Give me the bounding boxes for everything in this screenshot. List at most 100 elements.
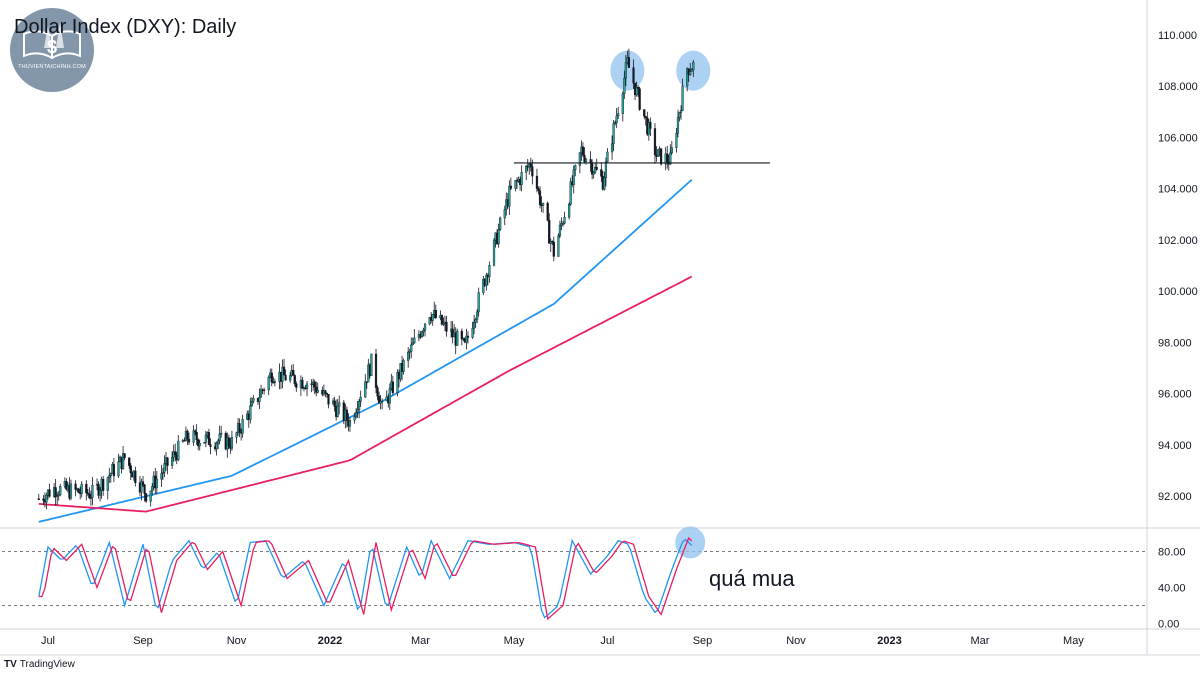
candle-down (537, 188, 540, 191)
candle-up (80, 483, 83, 494)
candle-up (69, 483, 73, 499)
candle-up (56, 495, 59, 498)
oscillator-tick-label: 80.00 (1158, 547, 1186, 559)
logo-text: THUVIENTAICHINH.COM (18, 64, 86, 70)
price-tick-label: 104.000 (1158, 184, 1198, 196)
candle-down (315, 386, 318, 393)
candle-up (456, 330, 459, 346)
candle-down (529, 163, 532, 167)
candle-up (558, 224, 562, 237)
candle-down (284, 374, 287, 381)
candle-up (358, 400, 361, 410)
candle-down (227, 437, 230, 447)
candle-up (235, 432, 238, 438)
candle-up (305, 383, 309, 390)
candle-up (98, 490, 102, 496)
candle-down (37, 498, 40, 500)
candle-down (324, 390, 327, 394)
candle-up (473, 322, 476, 329)
candle-down (97, 483, 100, 496)
price-tick-label: 100.000 (1158, 286, 1198, 298)
tradingview-logo-icon: TV (4, 659, 17, 670)
tradingview-label: TradingView (19, 659, 75, 670)
candle-down (166, 457, 169, 466)
candle-down (649, 122, 652, 129)
candle-up (267, 377, 270, 391)
candle-down (293, 375, 296, 384)
candle-down (86, 492, 89, 495)
candle-up (465, 335, 468, 343)
candle-down (546, 202, 549, 221)
candle-up (612, 123, 615, 145)
candle-down (583, 154, 586, 162)
candle-down (141, 481, 145, 485)
candle-up (656, 149, 660, 157)
candle-down (581, 146, 585, 156)
candle-up (525, 165, 528, 173)
candle-up (624, 62, 627, 79)
candle-up (259, 389, 263, 398)
candle-down (644, 116, 647, 118)
candle-down (174, 451, 177, 456)
candle-up (572, 169, 575, 185)
candle-down (660, 148, 663, 165)
candle-up (230, 436, 234, 449)
candle-down (666, 153, 669, 163)
candle-up (476, 311, 479, 320)
candle-up (249, 405, 252, 420)
oscillator-d-line (38, 536, 693, 621)
candle-up (241, 419, 244, 434)
time-tick-label: May (1063, 635, 1084, 647)
candle-up (561, 223, 565, 225)
candle-down (531, 166, 534, 177)
candle-up (348, 420, 352, 427)
candle-down (548, 220, 551, 244)
candle-down (74, 483, 77, 490)
candle-up (250, 401, 253, 407)
candle-up (431, 314, 434, 321)
candle-down (207, 432, 211, 445)
candle-up (140, 481, 143, 493)
price-tick-label: 108.000 (1158, 81, 1198, 93)
candle-down (345, 409, 348, 421)
candle-up (370, 353, 373, 376)
candle-down (538, 190, 542, 205)
book-icon: $ (23, 22, 81, 60)
candle-down (535, 175, 539, 189)
candle-down (637, 87, 640, 89)
candle-down (552, 241, 555, 257)
candle-up (204, 434, 207, 443)
candle-up (520, 172, 523, 185)
candle-up (356, 409, 359, 413)
candle-down (434, 310, 437, 319)
candle-up (413, 337, 416, 344)
candle-down (292, 370, 295, 376)
candle-up (273, 381, 276, 383)
candle-up (428, 317, 431, 325)
candle-down (42, 498, 45, 501)
candle-up (109, 473, 112, 476)
candle-up (557, 235, 560, 257)
overbought-highlight-circle (675, 526, 706, 559)
oscillator-k-line (38, 538, 693, 619)
candle-down (197, 439, 200, 447)
candle-up (471, 328, 474, 338)
candle-down (123, 453, 126, 459)
candle-down (134, 470, 137, 483)
candle-down (48, 489, 51, 497)
candle-up (192, 430, 195, 443)
candle-up (252, 397, 255, 402)
price-tick-label: 110.000 (1158, 30, 1197, 42)
candle-up (353, 416, 356, 421)
candle-up (604, 161, 608, 179)
candle-down (238, 423, 241, 433)
candle-up (621, 93, 624, 114)
candle-up (563, 216, 566, 224)
candle-up (574, 165, 577, 171)
overbought-annotation: quá mua (709, 566, 795, 591)
candle-down (270, 372, 273, 383)
candle-down (194, 430, 197, 433)
candle-up (503, 209, 506, 219)
candle-up (160, 473, 163, 480)
candle-up (217, 440, 220, 444)
